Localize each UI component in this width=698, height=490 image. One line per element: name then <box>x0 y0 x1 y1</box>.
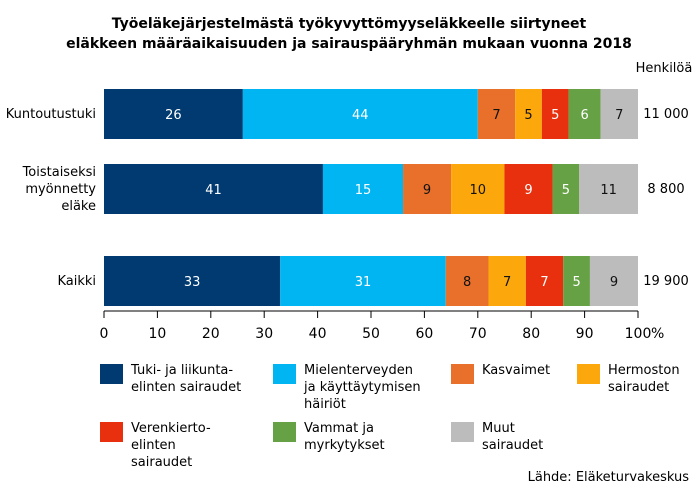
data-label: 11 <box>600 183 617 198</box>
x-tick-label: 40 <box>309 326 327 342</box>
data-label: 41 <box>205 183 222 198</box>
x-tick-label: 50 <box>362 326 380 342</box>
bar-segment <box>104 89 243 139</box>
category-label: Kaikki <box>57 274 96 289</box>
data-label: 7 <box>615 108 623 123</box>
category-label: Toistaiseksi myönnetty eläke <box>22 165 97 214</box>
bar-segment <box>541 89 569 139</box>
legend-swatch <box>577 364 600 384</box>
bar-segment <box>242 89 478 139</box>
legend-label: Muut sairaudet <box>482 421 543 453</box>
bar-segment <box>445 256 489 306</box>
bar-segment <box>322 164 404 214</box>
bar-segment <box>600 89 638 139</box>
data-label: 5 <box>524 108 532 123</box>
bar-segment <box>451 164 505 214</box>
data-label: 7 <box>503 275 511 290</box>
bar-segment <box>589 256 638 306</box>
x-tick-label: 90 <box>576 326 594 342</box>
data-label: 26 <box>165 108 182 123</box>
legend-label: Kasvaimet <box>482 363 550 378</box>
x-tick-label: 30 <box>255 326 273 342</box>
legend-label: Hermoston sairaudet <box>608 363 680 395</box>
total-label: 11 000 <box>643 107 689 122</box>
bar-segment <box>568 89 601 139</box>
legend-swatch <box>273 364 296 384</box>
legend-label: Verenkierto-elinten sairaudet <box>131 421 211 470</box>
bar-segment <box>104 164 323 214</box>
data-label: 44 <box>352 108 369 123</box>
bar-segment <box>515 89 542 139</box>
legend-swatch <box>451 364 474 384</box>
total-label: 19 900 <box>643 274 689 289</box>
total-label: 8 800 <box>647 182 684 197</box>
x-tick-label: 80 <box>522 326 540 342</box>
data-label: 5 <box>551 108 559 123</box>
bar-segment <box>403 164 452 214</box>
x-tick-label: 0 <box>100 326 109 342</box>
data-label: 33 <box>184 275 201 290</box>
data-label: 5 <box>572 275 580 290</box>
legend-swatch <box>100 422 123 442</box>
data-label: 9 <box>610 275 618 290</box>
data-label: 9 <box>423 183 431 198</box>
category-label: Kuntoutustuki <box>6 107 96 122</box>
legend-swatch <box>100 364 123 384</box>
x-tick-label: 20 <box>202 326 220 342</box>
data-label: 5 <box>562 183 570 198</box>
bar-segment <box>488 256 526 306</box>
legend-swatch <box>451 422 474 442</box>
legend-label: Tuki- ja liikunta-elinten sairaudet <box>130 363 241 395</box>
bar-segment <box>552 164 580 214</box>
bar-segment <box>525 256 564 306</box>
right-column-header: Henkilöä <box>636 61 693 76</box>
data-label: 7 <box>492 108 500 123</box>
data-label: 9 <box>524 183 532 198</box>
data-label: 15 <box>355 183 372 198</box>
data-label: 31 <box>355 275 372 290</box>
source-note: Lähde: Eläketurvakeskus <box>528 470 690 485</box>
x-tick-label: 100 <box>625 326 652 342</box>
data-label: 8 <box>463 275 471 290</box>
data-label: 10 <box>470 183 487 198</box>
x-tick-label: 70 <box>469 326 487 342</box>
data-label: 6 <box>580 108 588 123</box>
legend-label: Mielenterveyden ja käyttäytymisen häiriöt <box>303 363 421 412</box>
chart-title: Työeläkejärjestelmästä työkyvyttömyyselä… <box>66 16 632 52</box>
x-tick-label: 10 <box>148 326 166 342</box>
bar-segment <box>477 89 516 139</box>
bar-segment <box>563 256 590 306</box>
bar-segment <box>104 256 281 306</box>
x-axis-unit: % <box>651 326 664 342</box>
bar-segment <box>504 164 553 214</box>
bar-segment <box>579 164 638 214</box>
legend-swatch <box>273 422 296 442</box>
data-label: 7 <box>540 275 548 290</box>
bar-segment <box>280 256 446 306</box>
x-tick-label: 60 <box>415 326 433 342</box>
legend-label: Vammat ja myrkytykset <box>304 421 385 453</box>
